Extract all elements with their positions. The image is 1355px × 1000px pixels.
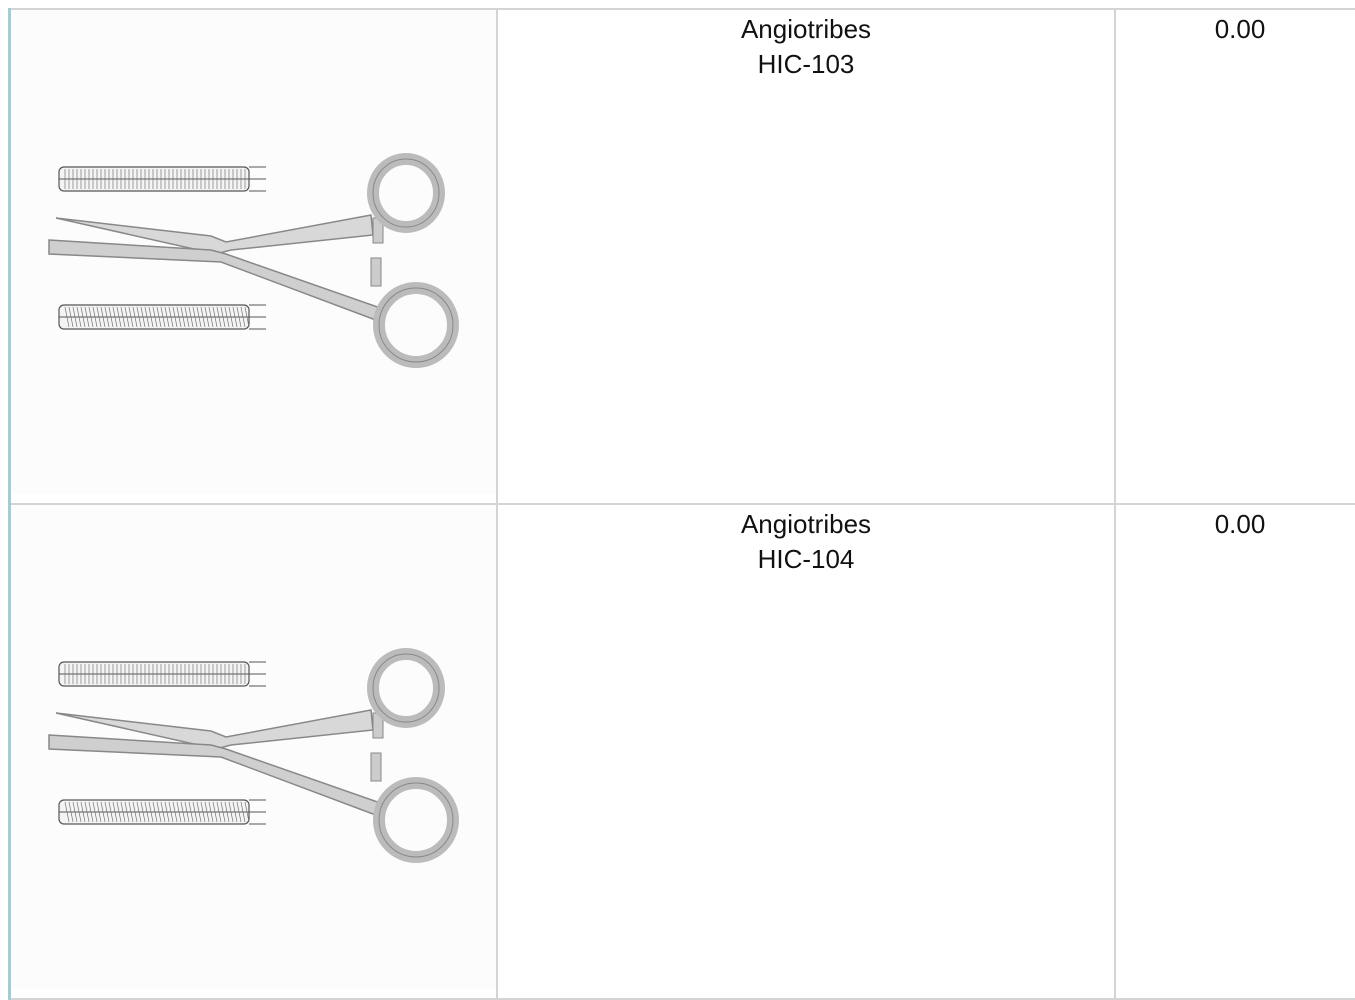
product-code: HIC-104 xyxy=(757,544,855,574)
price-cell: 0.00 xyxy=(1114,8,1355,505)
product-row: Angiotribes HIC-104 0.00 xyxy=(11,503,1355,1000)
name-cell: Angiotribes HIC-104 xyxy=(496,503,1116,1000)
product-row: Angiotribes HIC-103 0.00 xyxy=(11,8,1355,505)
price-cell: 0.00 xyxy=(1114,503,1355,1000)
product-name: Angiotribes xyxy=(740,14,872,44)
image-cell xyxy=(11,8,498,505)
product-price: 0.00 xyxy=(1214,14,1266,44)
name-cell: Angiotribes HIC-103 xyxy=(496,8,1116,505)
image-cell xyxy=(11,503,498,1000)
product-table-wrap: Angiotribes HIC-103 0.00 Angiotribes HIC-1… xyxy=(8,8,1355,1000)
page: Angiotribes HIC-103 0.00 Angiotribes HIC-1… xyxy=(8,8,1355,1000)
product-table: Angiotribes HIC-103 0.00 Angiotribes HIC-1… xyxy=(11,8,1355,1000)
product-code: HIC-103 xyxy=(757,49,855,79)
product-price: 0.00 xyxy=(1214,509,1266,539)
product-image xyxy=(11,505,496,989)
product-image xyxy=(11,10,496,494)
product-name: Angiotribes xyxy=(740,509,872,539)
